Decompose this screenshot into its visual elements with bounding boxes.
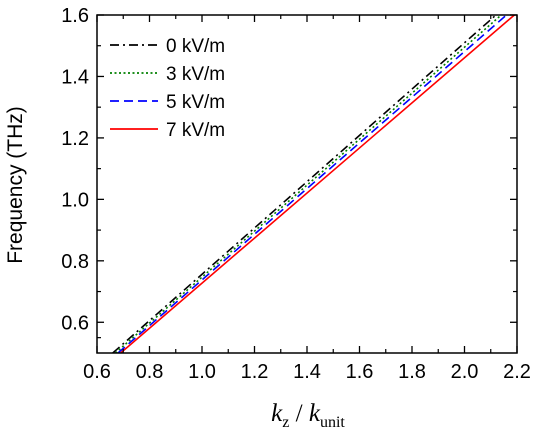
legend-label-1: 3 kV/m (166, 64, 225, 85)
y-axis-ticks: 0.6 0.8 1.0 1.2 1.4 1.6 (61, 5, 517, 339)
x-tick-label: 2.0 (451, 361, 479, 383)
x-tick-label: 1.0 (188, 361, 216, 383)
x-tick-label: 1.2 (241, 361, 269, 383)
x-axis-label: kz / kunit (271, 400, 345, 431)
x-tick-label: 1.4 (293, 361, 321, 383)
series-line-3 (120, 15, 515, 353)
x-tick-label: 0.8 (136, 361, 164, 383)
y-tick-label: 1.4 (61, 66, 89, 88)
y-tick-label: 1.2 (61, 128, 89, 150)
y-tick-label: 1.0 (61, 189, 89, 211)
x-axis-label-separator: / (289, 400, 308, 427)
x-axis-label-sub-z: z (282, 414, 289, 431)
legend-label-0: 0 kV/m (166, 36, 225, 57)
legend-label-3: 7 kV/m (166, 120, 225, 141)
x-tick-label: 2.2 (503, 361, 531, 383)
y-tick-label: 0.8 (61, 251, 89, 273)
series-line-2 (117, 15, 508, 353)
x-tick-label: 1.6 (346, 361, 374, 383)
x-tick-label: 1.8 (398, 361, 426, 383)
y-tick-label: 1.6 (61, 5, 89, 27)
legend: 0 kV/m 3 kV/m 5 kV/m 7 kV/m (110, 36, 225, 141)
y-tick-label: 0.6 (61, 312, 89, 334)
x-axis-label-k-unit: k (309, 400, 321, 427)
x-axis-ticks: 0.6 0.8 1.0 1.2 1.4 1.6 1.8 2.0 2.2 (83, 15, 531, 383)
y-axis-label: Frequency (THz) (4, 106, 27, 264)
x-axis-label-k: k (271, 400, 283, 427)
x-axis-label-sub-unit: unit (320, 414, 345, 431)
plot-frame (96, 14, 518, 354)
x-tick-label: 0.6 (83, 361, 111, 383)
series-line-0 (112, 15, 497, 353)
plot-lines (112, 15, 515, 353)
legend-label-2: 5 kV/m (166, 92, 225, 113)
